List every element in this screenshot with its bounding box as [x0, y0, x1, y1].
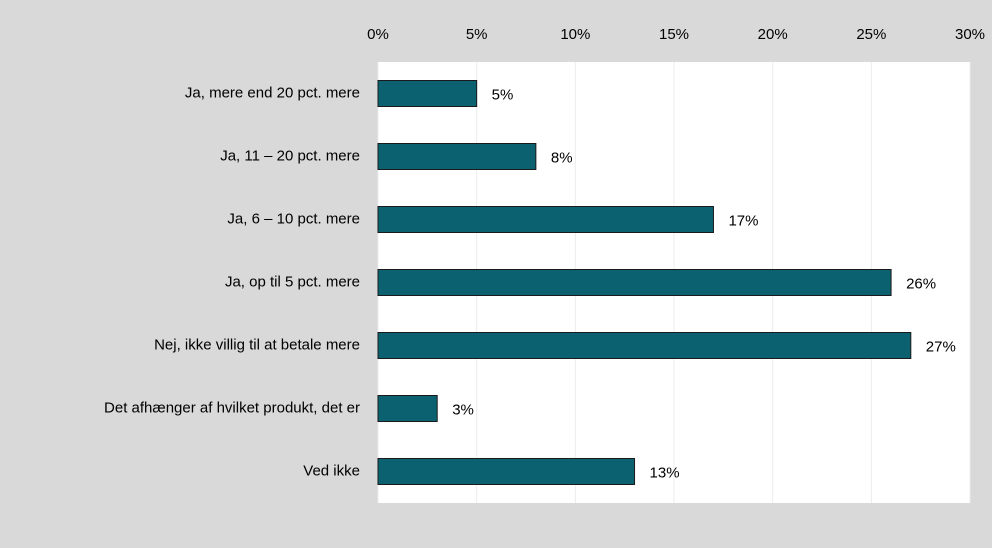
y-tick-label: Ja, mere end 20 pct. mere [185, 84, 360, 101]
data-label: 8% [551, 149, 573, 166]
bar [377, 395, 438, 422]
bar [377, 143, 537, 170]
data-label: 26% [906, 275, 936, 292]
x-tick-label: 10% [560, 26, 590, 43]
bar [377, 80, 478, 107]
x-tick-label: 25% [856, 26, 886, 43]
data-label: 5% [492, 86, 514, 103]
y-tick-label: Nej, ikke villig til at betale mere [154, 336, 360, 353]
data-label: 17% [728, 212, 758, 229]
y-tick-label: Ja, 11 – 20 pct. mere [220, 147, 360, 164]
data-label: 3% [452, 401, 474, 418]
x-tick-label: 20% [758, 26, 788, 43]
bar [377, 269, 892, 296]
bar [377, 332, 912, 359]
x-tick-label: 15% [659, 26, 689, 43]
data-label: 13% [650, 464, 680, 481]
data-label: 27% [926, 338, 956, 355]
y-tick-label: Det afhænger af hvilket produkt, det er [104, 399, 360, 416]
bar [377, 206, 714, 233]
y-tick-label: Ved ikke [303, 462, 360, 479]
x-tick-label: 30% [955, 26, 985, 43]
y-tick-label: Ja, op til 5 pct. mere [225, 273, 360, 290]
x-tick-label: 0% [367, 26, 389, 43]
bar [377, 458, 636, 485]
y-tick-label: Ja, 6 – 10 pct. mere [227, 210, 360, 227]
x-tick-label: 5% [466, 26, 488, 43]
